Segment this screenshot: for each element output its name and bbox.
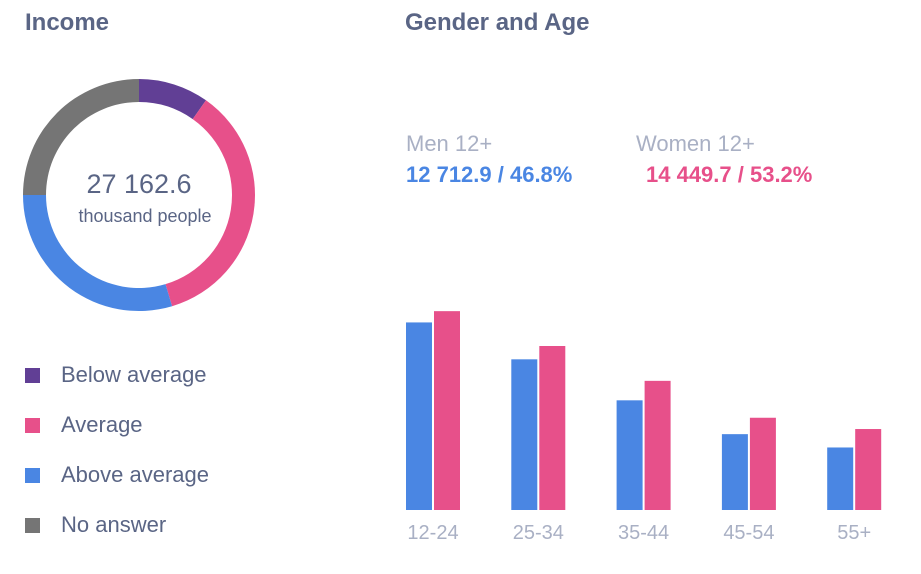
- legend-label: Above average: [61, 462, 209, 487]
- legend-item-below-average: Below average: [25, 350, 209, 400]
- legend-item-average: Average: [25, 400, 209, 450]
- bar-women-55+: [855, 429, 882, 510]
- donut-slice-no-answer: [23, 79, 139, 195]
- legend-swatch: [25, 367, 40, 383]
- legend-swatch: [25, 467, 40, 483]
- gender-age-title: Gender and Age: [405, 9, 590, 36]
- women-value: 14 449.7 / 53.2%: [646, 162, 813, 187]
- income-title: Income: [25, 9, 110, 36]
- donut-slice-above-average: [23, 195, 173, 311]
- legend-item-no-answer: No answer: [25, 500, 209, 550]
- legend-label: Average: [61, 412, 143, 437]
- bar-women-25-34: [539, 346, 566, 510]
- legend-item-above-average: Above average: [25, 450, 209, 500]
- men-value: 12 712.9 / 46.8%: [406, 162, 573, 187]
- donut-center-unit: thousand people: [78, 206, 211, 226]
- x-tick-label: 12-24: [407, 522, 458, 544]
- donut-slice-average: [165, 100, 255, 307]
- bar-women-45-54: [749, 417, 776, 510]
- legend-swatch: [25, 417, 40, 433]
- legend-label: Below average: [61, 362, 207, 387]
- donut-center-value: 27 162.6: [86, 169, 191, 199]
- women-label: Women 12+: [636, 131, 755, 156]
- x-tick-label: 45-54: [723, 522, 774, 544]
- men-label: Men 12+: [406, 131, 493, 156]
- legend-swatch: [25, 517, 40, 533]
- x-tick-label: 25-34: [513, 522, 564, 544]
- legend-label: No answer: [61, 512, 167, 537]
- x-tick-label: 55+: [837, 522, 871, 544]
- income-legend: Below average Average Above average No answ…: [25, 360, 209, 560]
- bar-men-25-34: [511, 359, 538, 510]
- income-donut-chart: 27 162.6 thousand people: [23, 79, 255, 311]
- bar-women-12-24: [434, 311, 460, 510]
- bar-men-12-24: [406, 322, 432, 510]
- bar-men-35-44: [616, 400, 643, 510]
- bar-men-45-54: [721, 434, 748, 510]
- bar-men-55+: [827, 447, 854, 510]
- x-tick-label: 35-44: [618, 522, 669, 544]
- donut-slice-below-average: [139, 79, 206, 120]
- bar-women-35-44: [644, 380, 671, 510]
